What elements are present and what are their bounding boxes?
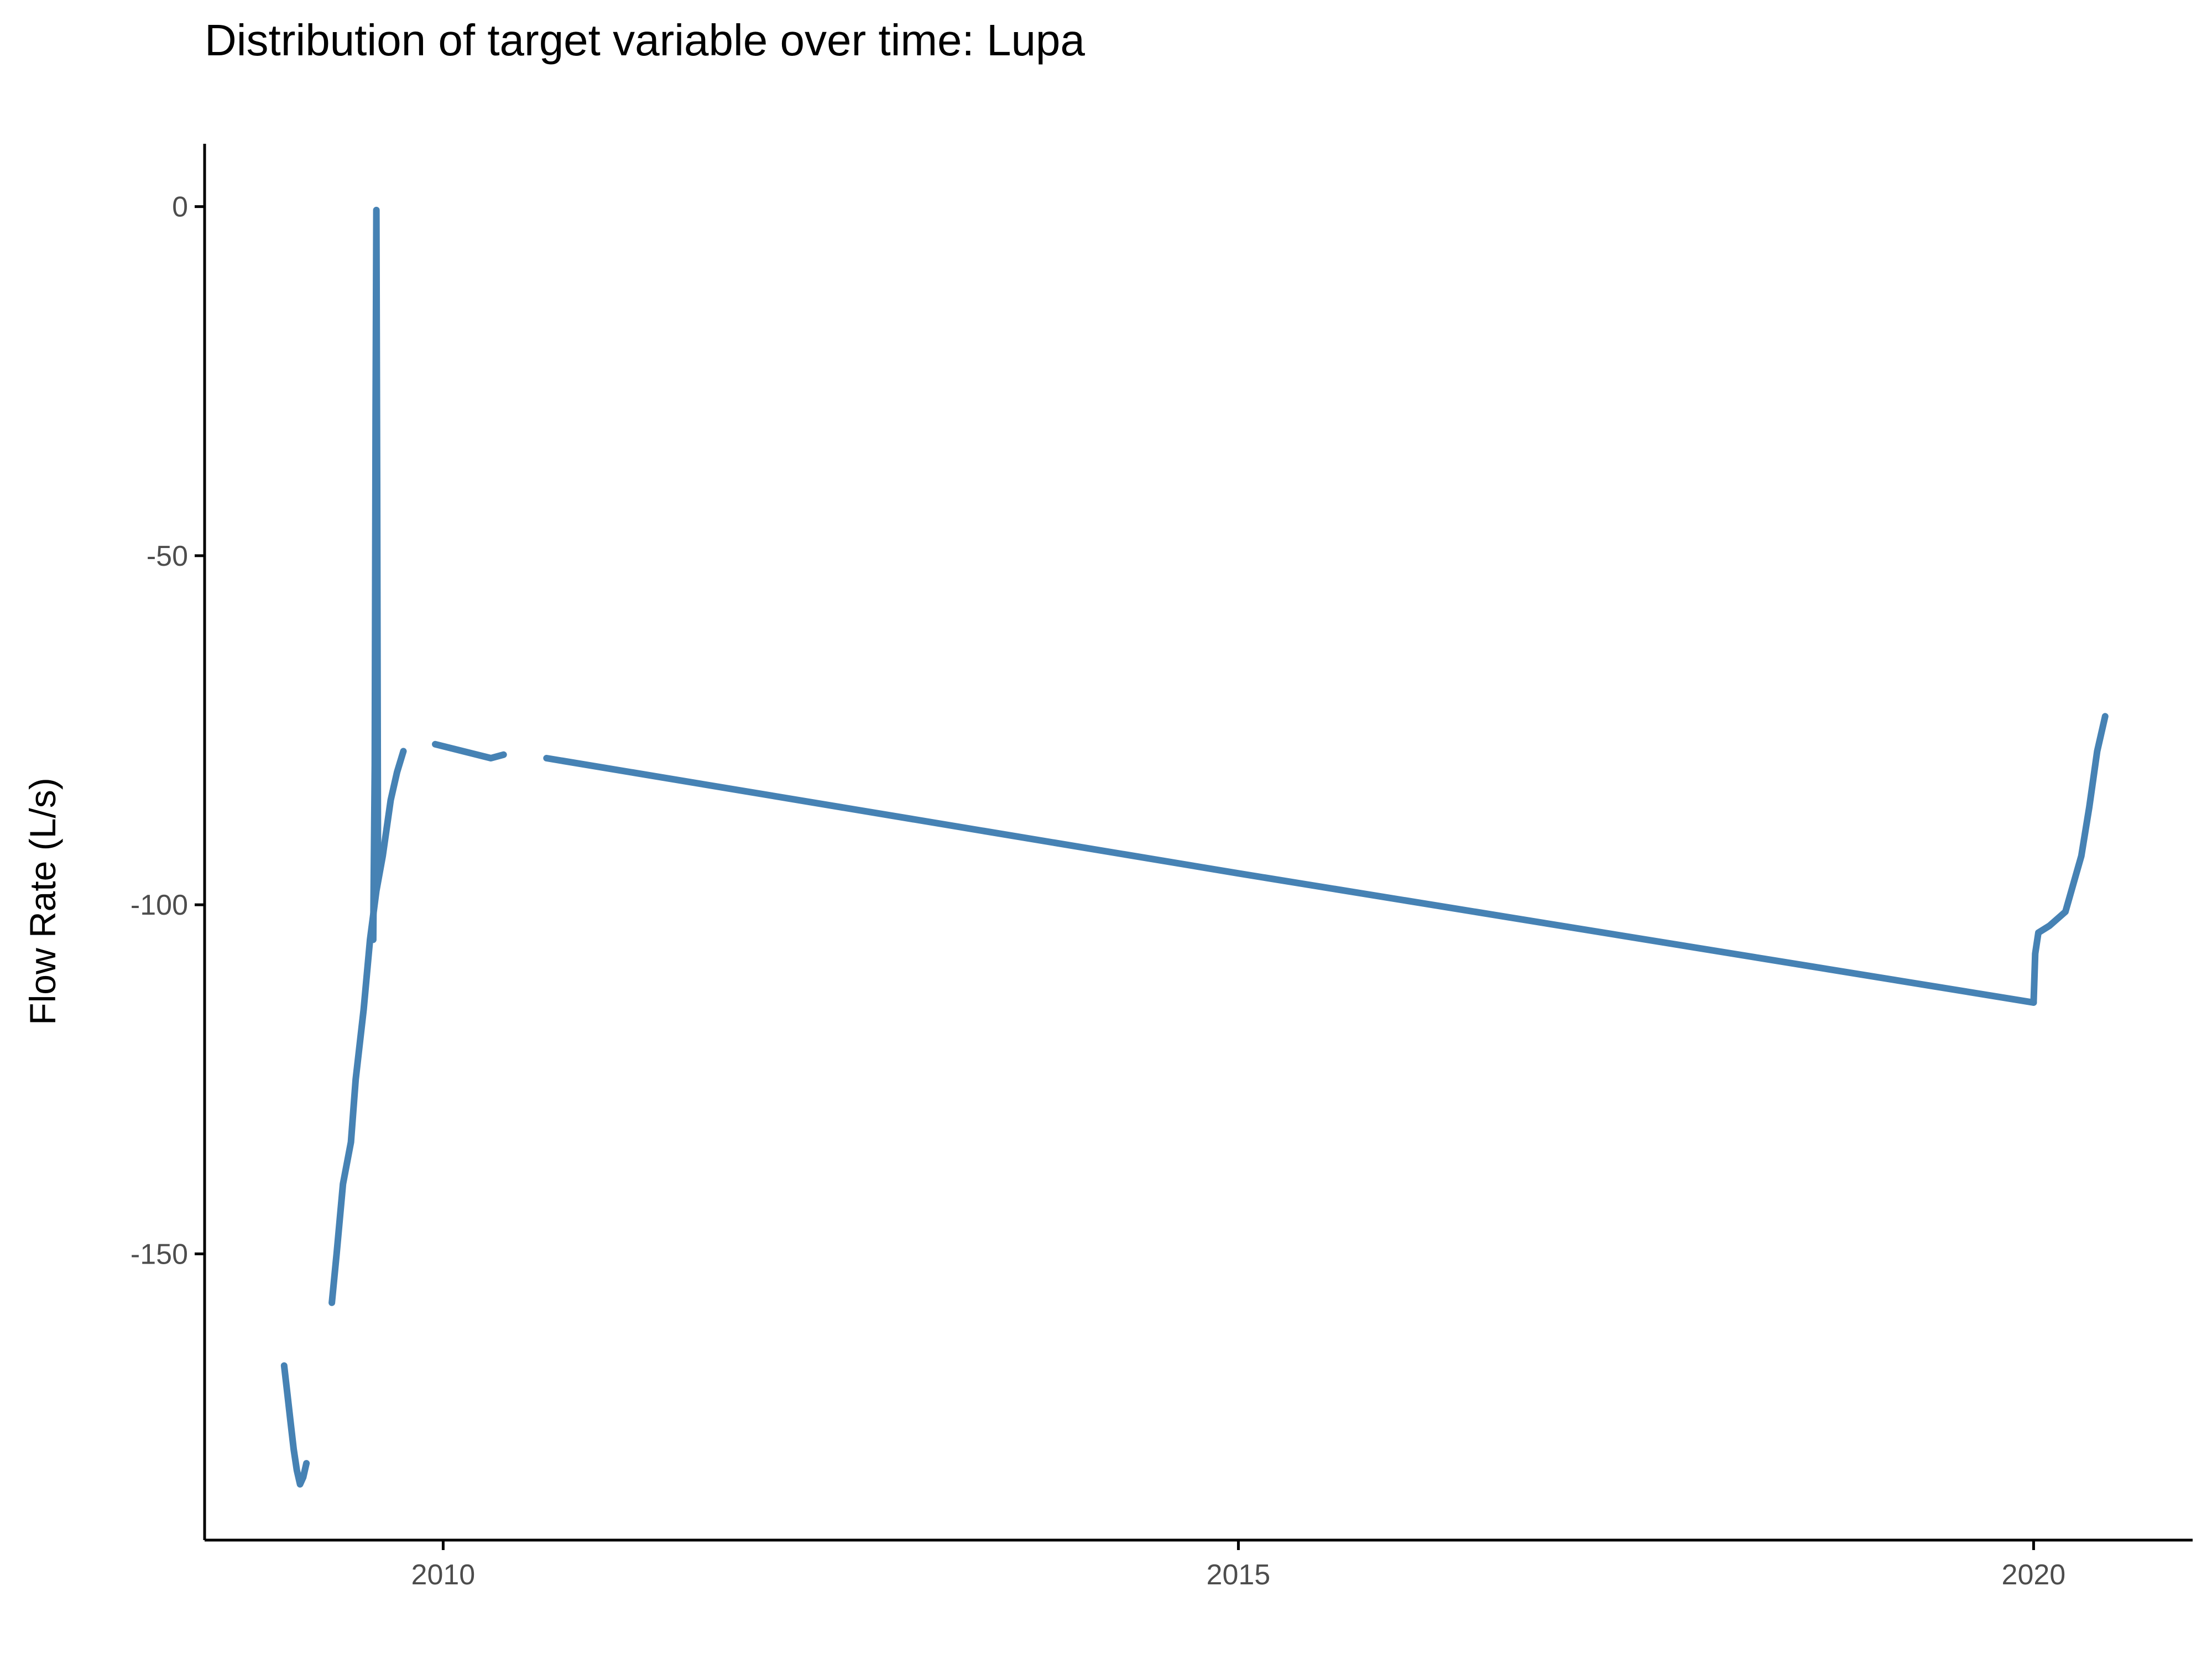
x-axis-ticks: 2010 2015 2020 [411, 1540, 2066, 1591]
series-line-segment [432, 740, 507, 761]
y-tick-label: -100 [131, 889, 188, 921]
x-tick-label: 2020 [2002, 1559, 2066, 1591]
y-tick-label: -150 [131, 1238, 188, 1270]
x-tick-label: 2010 [411, 1559, 476, 1591]
series-line-segment [369, 206, 382, 943]
y-tick-label: 0 [172, 191, 188, 223]
x-tick-label: 2015 [1207, 1559, 1271, 1591]
series-line-segment [2030, 713, 2109, 1006]
y-axis-ticks: 0 -50 -100 -150 [131, 191, 205, 1270]
series-line-segment [328, 748, 407, 1306]
series-line-segment [280, 1362, 310, 1488]
y-axis-title: Flow Rate (L/s) [22, 778, 63, 1025]
y-tick-label: -50 [147, 540, 188, 572]
series-layer [280, 206, 2109, 1488]
chart-title: Distribution of target variable over tim… [205, 15, 1085, 65]
series-line-segment [543, 755, 2037, 1006]
